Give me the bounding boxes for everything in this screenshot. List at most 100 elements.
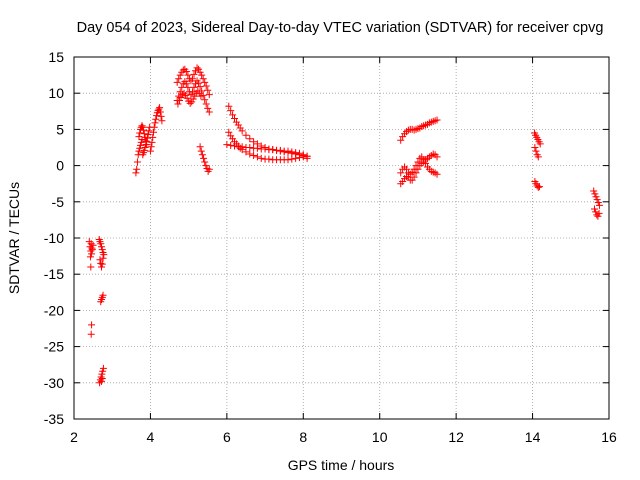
x-axis-label: GPS time / hours xyxy=(288,457,395,473)
series-a xyxy=(85,238,97,338)
data-point xyxy=(595,201,603,209)
data-point xyxy=(97,259,105,267)
data-point xyxy=(157,112,165,120)
data-point xyxy=(197,147,205,155)
data-point xyxy=(99,364,107,372)
data-point xyxy=(187,91,195,99)
data-point xyxy=(593,196,601,204)
data-point xyxy=(133,165,141,173)
grid-layer xyxy=(74,57,609,419)
data-point xyxy=(182,91,190,99)
data-point xyxy=(155,105,163,113)
data-point xyxy=(136,129,144,137)
data-point xyxy=(140,126,148,134)
data-point xyxy=(201,78,209,86)
data-point xyxy=(174,100,182,108)
data-point xyxy=(188,98,196,106)
data-point xyxy=(238,127,246,135)
data-point xyxy=(195,65,203,73)
data-point xyxy=(152,115,160,123)
data-point xyxy=(156,108,164,116)
data-point xyxy=(149,133,157,141)
data-point xyxy=(205,91,213,99)
data-point xyxy=(229,111,237,119)
data-point xyxy=(433,116,441,124)
data-point xyxy=(179,66,187,74)
data-point xyxy=(88,321,96,329)
y-tick-label: -20 xyxy=(44,302,64,318)
data-point xyxy=(257,154,265,162)
data-point xyxy=(99,254,107,262)
data-point xyxy=(202,82,210,90)
data-point xyxy=(238,143,246,151)
data-point xyxy=(590,187,598,195)
series-c2 xyxy=(135,122,151,149)
data-point xyxy=(205,108,213,116)
data-point xyxy=(531,144,539,151)
data-point xyxy=(192,80,200,88)
data-point xyxy=(288,155,296,163)
series-k2 xyxy=(397,150,441,188)
series-j xyxy=(397,116,441,144)
data-point xyxy=(148,138,156,146)
data-point xyxy=(198,71,206,79)
y-tick-label: -10 xyxy=(44,230,64,246)
data-point xyxy=(397,169,405,177)
data-point xyxy=(193,64,201,72)
data-point xyxy=(265,155,273,163)
data-point xyxy=(433,170,441,178)
data-point xyxy=(182,80,190,88)
data-point xyxy=(156,104,164,112)
data-point xyxy=(88,244,96,252)
data-point xyxy=(99,291,107,299)
data-point xyxy=(284,156,292,164)
data-point xyxy=(186,99,194,107)
data-point xyxy=(195,89,203,97)
data-point xyxy=(231,115,238,123)
data-point xyxy=(173,78,181,86)
data-point xyxy=(87,240,95,248)
series-l xyxy=(530,129,544,191)
data-point xyxy=(410,173,418,181)
y-tick-label: -35 xyxy=(44,411,64,427)
data-point xyxy=(145,127,153,135)
y-axis-label: SDTVAR / TECUs xyxy=(6,182,22,294)
data-point xyxy=(141,133,149,141)
data-point xyxy=(176,71,184,79)
data-point xyxy=(590,205,598,213)
data-point xyxy=(591,190,599,198)
data-point xyxy=(202,162,210,170)
data-point xyxy=(87,263,95,271)
chart-title: Day 054 of 2023, Sidereal Day-to-day VTE… xyxy=(77,20,604,36)
data-point xyxy=(284,147,292,155)
series-f xyxy=(196,143,213,175)
data-point xyxy=(223,141,231,149)
data-point xyxy=(242,131,250,139)
tick-layer: 2 4 6 8 10 12 14 16 15 10 5 0 -5 -10 -15 -20 -25 -30 -35 xyxy=(44,49,617,445)
data-point xyxy=(86,253,94,261)
data-point xyxy=(188,88,196,96)
data-point xyxy=(96,256,104,264)
data-point xyxy=(246,144,254,151)
data-point xyxy=(98,374,106,382)
y-tick-label: -15 xyxy=(44,266,64,282)
data-point xyxy=(295,149,303,157)
x-tick-label: 16 xyxy=(601,429,617,445)
data-point xyxy=(204,104,212,112)
data-point xyxy=(100,251,108,259)
data-point xyxy=(87,330,95,338)
y-tick-label: 0 xyxy=(56,158,64,174)
data-point xyxy=(175,96,183,104)
data-point xyxy=(142,137,150,145)
data-point xyxy=(192,67,200,75)
data-point xyxy=(184,83,192,91)
data-point xyxy=(250,151,258,159)
x-tick-label: 10 xyxy=(372,429,388,445)
data-point xyxy=(149,128,157,136)
data-point xyxy=(288,148,296,156)
data-point xyxy=(198,151,206,159)
data-point xyxy=(433,153,441,161)
data-point xyxy=(99,367,107,375)
data-point xyxy=(253,144,261,152)
